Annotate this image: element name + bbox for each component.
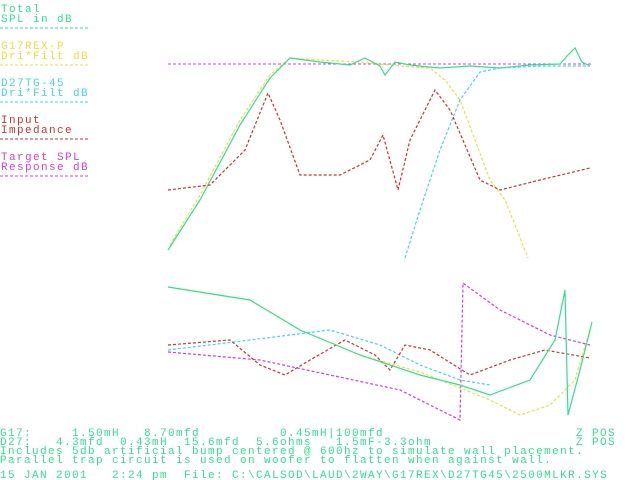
legend-text: Dri*Filt dB	[1, 51, 89, 63]
legend-text: Input	[1, 115, 41, 127]
legend-text: Dri*Filt dB	[1, 88, 89, 100]
impedance-phase	[167, 339, 591, 376]
woofer-phase	[167, 286, 591, 416]
footer-text: Includes 5db artificial bump centered @ …	[0, 446, 584, 458]
footer-status: Z POS	[576, 437, 616, 449]
footer-text: 15 JAN 2001 2:24 pm File: C:\CALSOD\LAUD…	[0, 470, 608, 480]
impedance-curve	[167, 88, 591, 191]
upper-plot	[167, 46, 592, 259]
legend-text: Total	[1, 4, 41, 16]
total-curve	[167, 46, 591, 251]
footer-text: G17: 1.50mH 8.70mfd 0.45mH|100mfd	[0, 428, 384, 440]
legend-text: D27TG-45	[1, 78, 65, 90]
legend-text: G17REX-P	[1, 41, 65, 53]
tweeter-phase	[167, 329, 491, 386]
woofer-curve	[169, 57, 529, 259]
legend-text: Response dB	[1, 162, 89, 174]
total-phase	[167, 286, 593, 416]
lower-plot	[167, 281, 593, 421]
footer-text: Parallel trap circuit is used on woofer …	[0, 455, 552, 467]
footer-text: D27: 4.3mfd 0.43mH 15.6mfd 5.6ohms 1.5mF…	[0, 437, 432, 449]
tweeter-curve	[404, 65, 590, 259]
legend-text: Impedance	[1, 125, 73, 137]
legend-text: Target SPL	[1, 152, 81, 164]
legend-text: SPL in dB	[1, 14, 73, 26]
target-phase	[167, 281, 591, 421]
footer: G17: 1.50mH 8.70mfd 0.45mH|100mfd Z POS D2…	[0, 428, 616, 480]
footer-status: Z POS	[576, 428, 616, 440]
